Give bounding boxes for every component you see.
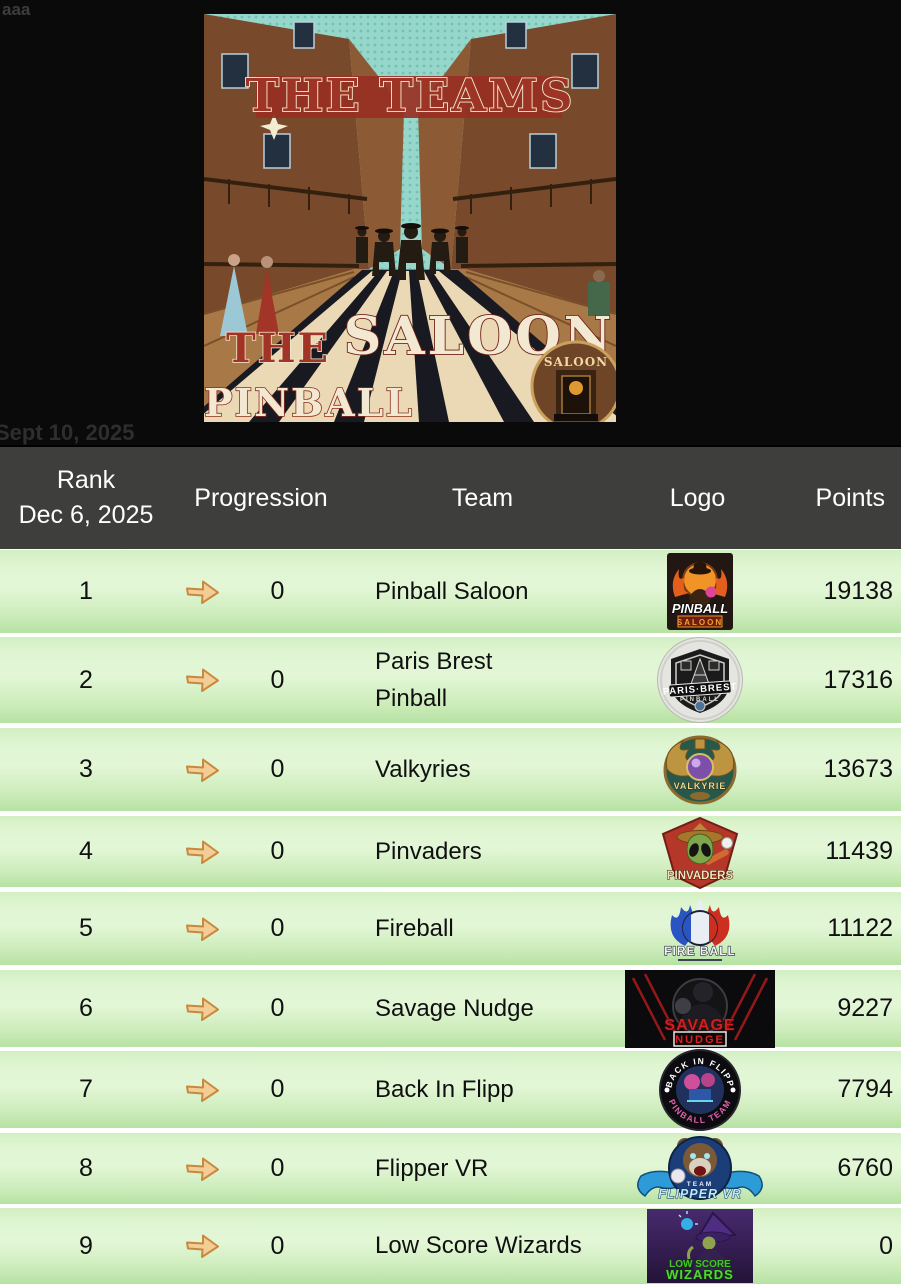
hero-title: THE TEAMS [246, 69, 575, 122]
team-name: Paris Brest Pinball [375, 647, 493, 712]
rank-value: 5 [79, 914, 93, 942]
team-name: Savage Nudge [375, 994, 534, 1022]
header-rank-label: Rank [56, 465, 116, 494]
progression-arrow-icon [183, 550, 223, 633]
progression-value: 0 [270, 994, 285, 1022]
progression-arrow-icon [183, 728, 223, 811]
svg-text:PINVADERS: PINVADERS [667, 870, 734, 882]
table-row: 7 0 Back In Flipp BACK IN FLIPP PINBALL … [0, 1048, 901, 1131]
points-value: 17316 [823, 665, 893, 694]
table-row: 4 0 Pinvaders PINVADERS 11439 [0, 816, 901, 889]
hero-word-saloon: SALOON [344, 306, 615, 367]
table-rows: 1 0 Pinball Saloon PINBALL SALOON 19138 … [0, 549, 901, 1284]
team-logo-paris-brest: PARIS·BREST PINBALL [618, 637, 782, 723]
team-logo-back-in-flipp: BACK IN FLIPP PINBALL TEAM [618, 1048, 782, 1131]
svg-text:LOW SCORE: LOW SCORE [669, 1259, 731, 1270]
svg-text:FLIPPER VR: FLIPPER VR [658, 1187, 742, 1201]
table-row: 6 0 Savage Nudge SAVAGE NUDGE 9227 [0, 969, 901, 1048]
table-row: 1 0 Pinball Saloon PINBALL SALOON 19138 [0, 550, 901, 633]
progression-value: 0 [270, 1231, 285, 1260]
points-value: 9227 [837, 994, 893, 1022]
date-note: Sept 10, 2025 [0, 420, 135, 445]
progression-value: 0 [270, 665, 285, 694]
svg-text:NUDGE: NUDGE [675, 1034, 725, 1046]
progression-value: 0 [270, 1154, 285, 1182]
progression-arrow-icon [183, 637, 223, 723]
rank-value: 2 [79, 665, 93, 694]
rank-value: 3 [79, 755, 93, 783]
svg-text:VALKYRIE: VALKYRIE [674, 781, 727, 791]
team-logo-pinball-saloon: PINBALL SALOON [618, 550, 782, 633]
svg-text:SALOON: SALOON [677, 618, 723, 627]
leaderboard-table: Rank Dec 6, 2025 Progression Team Logo P… [0, 445, 901, 1284]
points-value: 19138 [823, 577, 893, 605]
table-row: 2 0 Paris Brest Pinball PARIS·BREST PINB… [0, 637, 901, 723]
svg-text:PINBALL: PINBALL [672, 601, 728, 616]
rank-value: 6 [79, 994, 93, 1022]
svg-text:TEAM: TEAM [687, 1181, 713, 1188]
table-row: 9 0 Low Score Wizards LOW SCORE WIZARDS … [0, 1208, 901, 1284]
points-value: 11439 [825, 837, 893, 865]
progression-arrow-icon [183, 892, 223, 965]
header-logo: Logo [669, 483, 726, 512]
points-value: 13673 [823, 755, 893, 783]
table-row: 5 0 Fireball FIRE BALL 11122 [0, 892, 901, 965]
progression-arrow-icon [183, 1133, 223, 1204]
team-name: Valkyries [375, 755, 471, 783]
progression-arrow-icon [183, 1208, 223, 1284]
svg-text:FIRE BALL: FIRE BALL [664, 944, 736, 958]
team-name: Low Score Wizards [375, 1232, 582, 1260]
progression-value: 0 [270, 1075, 285, 1103]
progression-value: 0 [270, 837, 285, 865]
table-header-row: Rank Dec 6, 2025 Progression Team Logo P… [0, 445, 901, 549]
rank-value: 8 [79, 1154, 93, 1182]
rank-value: 9 [79, 1231, 93, 1260]
team-name: Flipper VR [375, 1154, 489, 1182]
hero-word-the: THE [226, 325, 330, 372]
svg-text:WIZARDS: WIZARDS [666, 1267, 734, 1282]
team-logo-pinvaders: PINVADERS [618, 816, 782, 889]
header-team: Team [451, 483, 514, 512]
svg-text:PINBALL: PINBALL [680, 697, 720, 703]
team-name: Pinvaders [375, 837, 482, 865]
header-points: Points [815, 483, 885, 512]
table-row: 3 0 Valkyries VALKYRIE 13673 [0, 728, 901, 811]
team-logo-fireball: FIRE BALL [618, 892, 782, 965]
team-logo-flipper-vr: TEAM FLIPPER VR [618, 1133, 782, 1204]
team-logo-low-score-wizards: LOW SCORE WIZARDS [618, 1208, 782, 1284]
points-value: 0 [879, 1231, 893, 1260]
townsfolk-silhouettes [220, 254, 610, 336]
corner-note: aaa [2, 0, 31, 19]
points-value: 6760 [837, 1154, 893, 1182]
svg-text:PARIS·BREST: PARIS·BREST [662, 681, 737, 697]
table-row: 8 0 Flipper VR TEAM FLIPPER VR 6760 [0, 1133, 901, 1204]
progression-arrow-icon [183, 816, 223, 887]
team-logo-valkyries: VALKYRIE [618, 728, 782, 811]
header-progression: Progression [194, 483, 328, 512]
points-value: 11122 [827, 914, 893, 942]
team-name: Fireball [375, 914, 454, 942]
progression-value: 0 [270, 577, 285, 605]
progression-arrow-icon [183, 1051, 223, 1128]
header-rank: Rank Dec 6, 2025 [0, 447, 172, 549]
sheriff-star [260, 114, 288, 140]
western-scene-image: THE TEAMS THE SALOON PINBALL SALOON [204, 14, 616, 422]
saloon-badge: SALOON [530, 340, 616, 422]
hero-artwork: THE TEAMS THE SALOON PINBALL SALOON [204, 14, 616, 422]
header-date-label: Dec 6, 2025 [18, 501, 154, 529]
progression-arrow-icon [183, 970, 223, 1047]
rank-value: 1 [79, 577, 93, 605]
team-name: Pinball Saloon [375, 577, 529, 605]
rank-value: 7 [79, 1075, 93, 1103]
progression-value: 0 [270, 914, 285, 942]
team-logo-savage-nudge: SAVAGE NUDGE [618, 969, 782, 1048]
progression-value: 0 [270, 755, 285, 783]
badge-label: SALOON [544, 355, 608, 369]
points-value: 7794 [837, 1075, 893, 1103]
hero-word-pinball: PINBALL [204, 380, 414, 422]
svg-text:SAVAGE: SAVAGE [664, 1017, 735, 1034]
rank-value: 4 [79, 837, 93, 865]
team-name: Back In Flipp [375, 1075, 514, 1103]
